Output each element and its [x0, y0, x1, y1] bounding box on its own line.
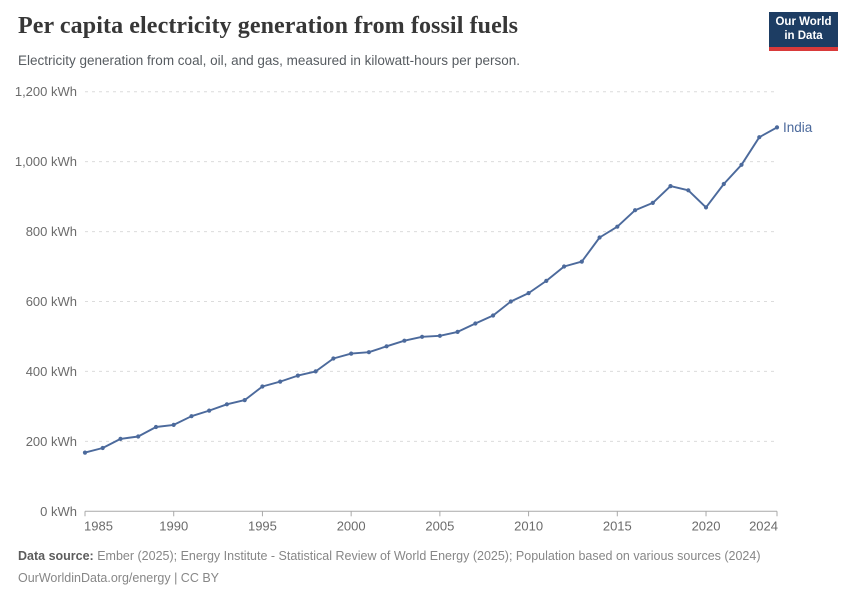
data-point[interactable] [668, 184, 673, 189]
footer-datasource-text: Ember (2025); Energy Institute - Statist… [93, 549, 761, 563]
x-tick-label: 1990 [159, 518, 188, 533]
data-point[interactable] [402, 338, 407, 343]
data-point[interactable] [313, 369, 318, 374]
data-point[interactable] [633, 208, 638, 213]
y-tick-label: 200 kWh [26, 434, 77, 449]
x-tick-label: 2015 [603, 518, 632, 533]
y-tick-label: 400 kWh [26, 364, 77, 379]
x-tick-label: 1985 [84, 518, 113, 533]
data-point[interactable] [153, 424, 159, 430]
data-point[interactable] [171, 422, 176, 427]
x-tick-label: 2000 [337, 518, 366, 533]
data-point[interactable] [615, 224, 620, 229]
chart-title: Per capita electricity generation from f… [18, 13, 519, 39]
series-line-india[interactable] [84, 126, 778, 454]
footer-datasource-label: Data source: [18, 549, 94, 563]
owid-logo-line1: Our World [775, 16, 832, 28]
data-point[interactable] [420, 334, 425, 339]
data-point[interactable] [189, 414, 194, 419]
data-point[interactable] [118, 436, 123, 441]
x-tick-label: 2005 [425, 518, 454, 533]
x-tick-label: 1995 [248, 518, 277, 533]
owid-logo-line2: in Data [784, 29, 823, 42]
x-tick-label: 2010 [514, 518, 543, 533]
data-point[interactable] [597, 235, 602, 240]
y-tick-label: 1,200 kWh [15, 84, 77, 99]
footer-datasource: Data source: Ember (2025); Energy Instit… [18, 549, 761, 563]
data-point[interactable] [650, 200, 655, 205]
chart-subtitle: Electricity generation from coal, oil, a… [18, 53, 520, 68]
owid-logo[interactable]: Our World in Data [769, 12, 838, 51]
data-point[interactable] [295, 373, 300, 378]
y-tick-label: 1,000 kWh [15, 154, 77, 169]
data-point[interactable] [136, 434, 141, 439]
data-point[interactable] [331, 356, 336, 361]
data-point[interactable] [224, 402, 229, 407]
data-point[interactable] [544, 278, 549, 283]
y-tick-label: 600 kWh [26, 294, 77, 309]
data-point[interactable] [260, 384, 265, 389]
data-point[interactable] [278, 379, 283, 384]
data-point[interactable] [508, 299, 513, 304]
data-point[interactable] [774, 125, 780, 130]
data-point[interactable] [82, 450, 88, 455]
data-point[interactable] [366, 350, 371, 355]
data-point[interactable] [757, 135, 762, 140]
x-tick-label: 2024 [749, 518, 778, 533]
data-point[interactable] [384, 344, 389, 349]
data-point[interactable] [207, 408, 212, 413]
y-tick-label: 0 kWh [40, 504, 77, 519]
data-point[interactable] [562, 264, 567, 269]
data-point[interactable] [686, 188, 691, 193]
x-tick-label: 2020 [692, 518, 721, 533]
data-point[interactable] [491, 313, 496, 318]
data-point[interactable] [739, 162, 744, 167]
data-point[interactable] [349, 351, 354, 356]
data-point[interactable] [703, 205, 709, 210]
data-point[interactable] [242, 398, 247, 403]
data-point[interactable] [455, 329, 460, 334]
data-point[interactable] [100, 445, 105, 451]
data-point[interactable] [579, 259, 584, 264]
data-point[interactable] [437, 333, 442, 338]
line-chart-canvas[interactable]: 0 kWh 200 kWh 400 kWh 600 kWh 800 kWh 1,000 k… [0, 80, 850, 540]
data-point[interactable] [526, 291, 531, 296]
footer-license-link[interactable]: OurWorldinData.org/energy | CC BY [18, 571, 220, 585]
y-tick-label: 800 kWh [26, 224, 77, 239]
data-point[interactable] [721, 181, 726, 187]
series-label-india[interactable]: India [783, 120, 813, 135]
data-point[interactable] [473, 321, 478, 326]
